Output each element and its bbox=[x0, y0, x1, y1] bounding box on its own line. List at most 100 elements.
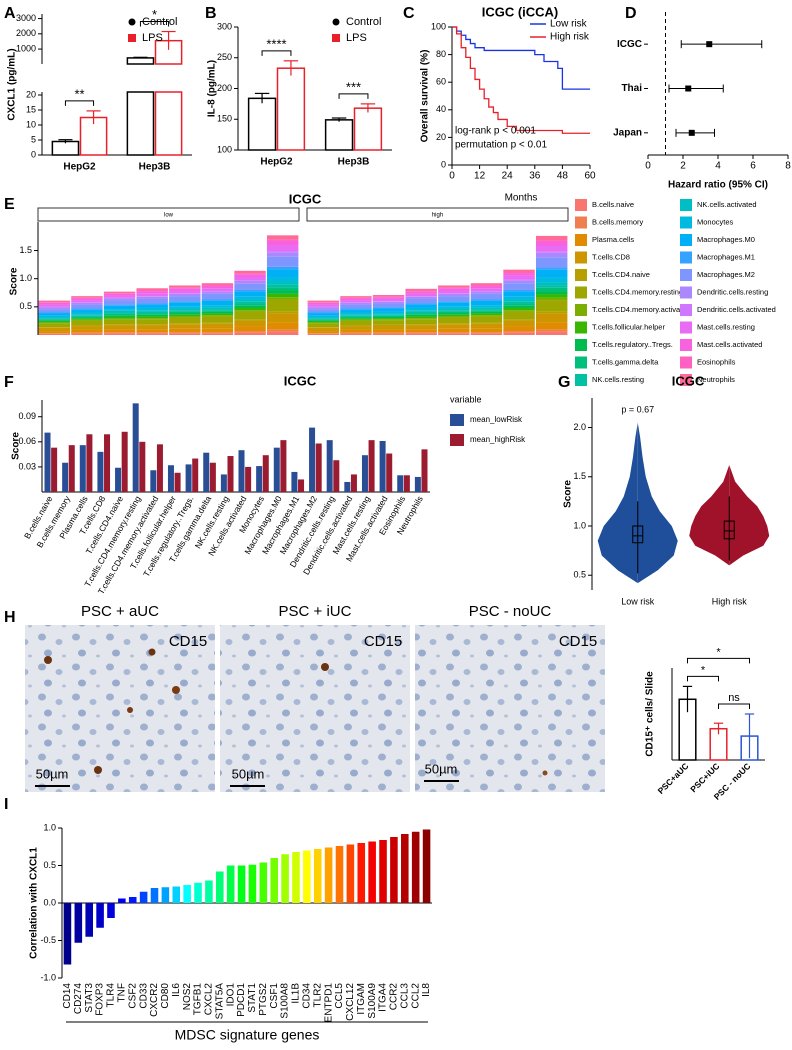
stacked-segment bbox=[169, 296, 201, 302]
significance-label: ns bbox=[728, 692, 740, 704]
stacked-segment bbox=[266, 269, 299, 277]
bar bbox=[62, 462, 69, 492]
stacked-segment bbox=[372, 319, 405, 321]
stacked-segment bbox=[136, 288, 168, 291]
stacked-segment bbox=[503, 305, 535, 308]
stacked-segment bbox=[71, 333, 103, 335]
stacked-segment bbox=[438, 302, 470, 307]
y-tick-label: 0.5 bbox=[19, 301, 32, 311]
legend-marker bbox=[332, 34, 340, 42]
legend-swatch bbox=[680, 286, 692, 299]
stacked-segment bbox=[234, 276, 266, 281]
stacked-segment bbox=[307, 317, 340, 319]
stain-label: CD15 bbox=[559, 633, 597, 650]
stacked-segment bbox=[535, 322, 568, 330]
legend-label: mean_highRisk bbox=[470, 435, 526, 444]
stacked-segment bbox=[307, 322, 340, 324]
legend-swatch bbox=[575, 356, 587, 369]
stacked-segment bbox=[438, 308, 470, 311]
image-label: PSC + iUC bbox=[279, 603, 352, 620]
stacked-segment bbox=[503, 273, 535, 276]
stacked-segment bbox=[405, 291, 437, 294]
stacked-segment bbox=[405, 293, 437, 297]
stacked-segment bbox=[470, 332, 503, 334]
stacked-segment bbox=[201, 307, 234, 310]
stacked-segment bbox=[340, 308, 372, 310]
stacked-segment bbox=[169, 301, 201, 303]
stacked-segment bbox=[307, 313, 340, 316]
micrograph bbox=[25, 625, 215, 792]
stacked-segment bbox=[201, 332, 234, 334]
bar bbox=[247, 97, 277, 151]
stacked-segment bbox=[307, 306, 340, 308]
stacked-segment bbox=[405, 314, 437, 317]
micrograph bbox=[220, 625, 410, 792]
stacked-segment bbox=[438, 290, 470, 294]
stacked-segment bbox=[136, 303, 168, 305]
legend-label: mean_lowRisk bbox=[470, 415, 523, 424]
stacked-segment bbox=[169, 290, 201, 294]
stacked-segment bbox=[136, 316, 168, 319]
bar bbox=[390, 837, 398, 903]
legend-marker bbox=[332, 18, 340, 26]
stacked-segment bbox=[438, 316, 470, 318]
stacked-segment bbox=[234, 280, 266, 284]
stacked-segment bbox=[38, 327, 71, 328]
stacked-segment bbox=[266, 256, 299, 267]
stacked-segment bbox=[438, 323, 470, 325]
stacked-segment bbox=[201, 293, 234, 300]
legend-label: High risk bbox=[550, 32, 590, 43]
panel-letter: F bbox=[4, 374, 14, 391]
stained-cell bbox=[172, 686, 180, 694]
x-tick-label: S100A8 bbox=[280, 983, 291, 1019]
x-tick-label: CD274 bbox=[73, 983, 84, 1015]
bar bbox=[281, 854, 289, 903]
stacked-segment bbox=[169, 288, 201, 291]
bar bbox=[51, 447, 58, 492]
bar bbox=[411, 831, 420, 903]
stacked-segment bbox=[405, 333, 437, 335]
y-tick-label: ICGC bbox=[617, 39, 642, 50]
stacked-segment bbox=[38, 333, 71, 334]
stacked-segment bbox=[503, 320, 535, 327]
y-tick-label: 10 bbox=[26, 119, 36, 129]
x-tick-label: CCL5 bbox=[334, 983, 345, 1009]
violin-half bbox=[637, 422, 678, 584]
stained-cell bbox=[148, 648, 156, 656]
legend-label: T.cells.regulatory..Tregs. bbox=[592, 340, 673, 349]
stacked-segment bbox=[340, 312, 372, 315]
x-tick-label: PSC+aUC bbox=[656, 761, 691, 796]
bar bbox=[216, 871, 224, 903]
stacked-segment bbox=[169, 324, 201, 329]
stacked-segment bbox=[470, 288, 503, 292]
y-tick-label: 0.09 bbox=[18, 411, 36, 421]
y-tick-label: 300 bbox=[217, 21, 232, 31]
stacked-segment bbox=[103, 329, 136, 333]
stacked-segment bbox=[103, 333, 136, 335]
stacked-segment bbox=[266, 240, 299, 246]
x-tick-label: ITGAM bbox=[356, 983, 367, 1015]
facet-strip bbox=[37, 207, 300, 222]
stacked-segment bbox=[372, 311, 405, 314]
stacked-segment bbox=[234, 307, 266, 311]
x-tick-label: Low risk bbox=[621, 596, 655, 606]
stacked-segment bbox=[438, 332, 470, 334]
stacked-segment bbox=[71, 316, 103, 318]
stacked-segment bbox=[103, 305, 136, 310]
stacked-segment bbox=[38, 312, 71, 314]
x-tick-label: 0 bbox=[645, 161, 651, 172]
stacked-segment bbox=[38, 317, 71, 319]
stacked-segment bbox=[340, 304, 372, 309]
facet-label: high bbox=[432, 213, 443, 219]
stacked-segment bbox=[169, 317, 201, 324]
legend-label: T.cells.CD8 bbox=[592, 252, 630, 261]
y-tick-label: 1.0 bbox=[19, 273, 32, 283]
x-tick-label: CSF1 bbox=[269, 983, 280, 1009]
legend-swatch bbox=[680, 321, 692, 334]
stacked-segment bbox=[71, 332, 103, 334]
bar bbox=[344, 481, 351, 492]
stacked-segment bbox=[38, 309, 71, 313]
y-axis-label: Score bbox=[9, 267, 20, 295]
legend-label: B.cells.memory bbox=[592, 217, 644, 226]
